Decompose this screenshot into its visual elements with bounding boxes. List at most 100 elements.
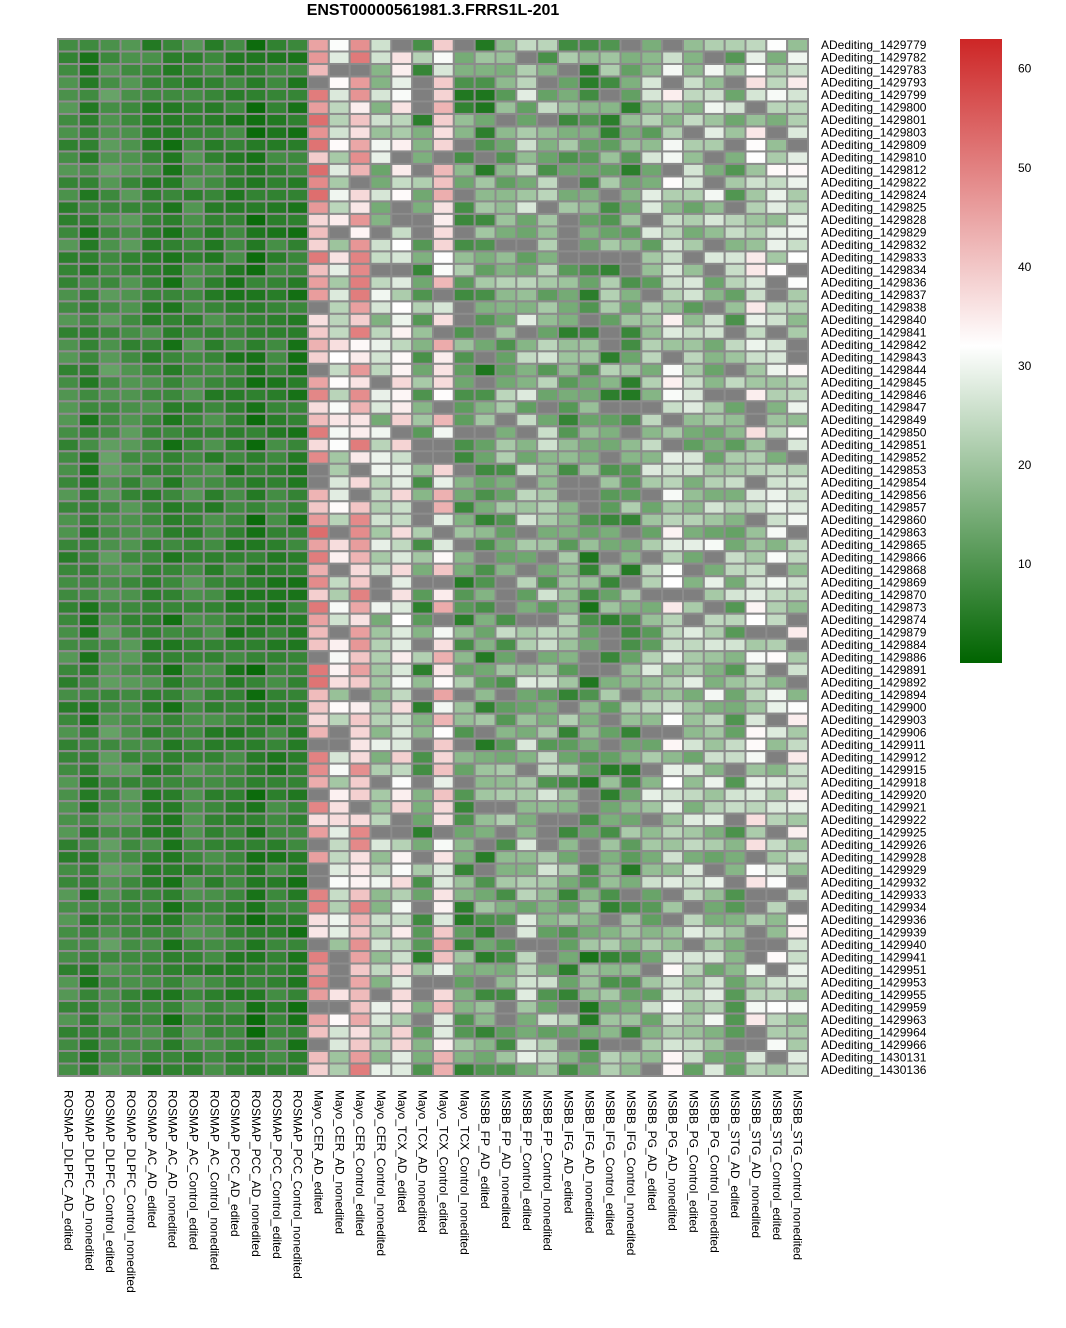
heatmap-cell: [369, 550, 393, 565]
row-label: ADediting_1429911: [821, 738, 926, 752]
heatmap-cell: [161, 375, 185, 390]
heatmap-cell: [702, 1025, 726, 1040]
heatmap-cell: [577, 362, 601, 378]
heatmap-cell: [640, 775, 664, 790]
heatmap-cell: [432, 612, 455, 628]
heatmap-cell: [140, 512, 164, 528]
heatmap-cell: [244, 575, 268, 590]
heatmap-cell: [473, 912, 497, 928]
heatmap-cell: [161, 712, 185, 728]
heatmap-cell: [723, 75, 747, 90]
column-label: ROSMAP_AC_AD_nonedited: [166, 1090, 180, 1248]
heatmap-cell: [140, 750, 164, 765]
heatmap-cell: [702, 437, 726, 453]
heatmap-cell: [390, 250, 414, 265]
heatmap-cell: [682, 275, 705, 290]
heatmap-cell: [619, 700, 643, 715]
column-label: MSBB_FP_Control_nonedited: [541, 1090, 555, 1251]
heatmap-cell: [619, 1037, 643, 1053]
heatmap-cell: [286, 325, 309, 340]
heatmap-cell: [244, 850, 268, 865]
heatmap-cell: [432, 687, 455, 703]
heatmap-cell: [182, 800, 205, 815]
column-label: MSBB_PG_Control_edited: [686, 1090, 700, 1233]
heatmap-cell: [765, 212, 789, 228]
heatmap-cell: [702, 200, 726, 215]
heatmap-cell: [557, 250, 580, 265]
heatmap-cell: [77, 62, 101, 78]
heatmap-cell: [390, 187, 414, 203]
heatmap-cell: [702, 250, 726, 265]
heatmap-cell: [140, 212, 164, 228]
heatmap-cell: [765, 812, 789, 828]
heatmap-cell: [452, 487, 476, 503]
heatmap-cell: [786, 862, 810, 878]
heatmap-cell: [598, 812, 622, 828]
heatmap-cell: [432, 112, 455, 128]
heatmap-cell: [473, 137, 497, 153]
heatmap-cell: [473, 862, 497, 878]
heatmap-cell: [682, 437, 705, 453]
heatmap-cell: [369, 600, 393, 615]
heatmap-cell: [619, 1000, 643, 1015]
heatmap-cell: [452, 412, 476, 428]
heatmap-cell: [577, 237, 601, 253]
heatmap-cell: [744, 237, 768, 253]
heatmap-cell: [723, 487, 747, 503]
heatmap-cell: [557, 862, 580, 878]
heatmap-cell: [536, 725, 560, 740]
heatmap-cell: [327, 475, 351, 490]
heatmap-cell: [598, 150, 622, 165]
heatmap-cell: [411, 275, 434, 290]
heatmap-cell: [98, 737, 122, 753]
heatmap-cell: [577, 325, 601, 340]
heatmap-cell: [182, 237, 205, 253]
heatmap-cell: [598, 750, 622, 765]
heatmap-cell: [473, 362, 497, 378]
heatmap-cell: [557, 662, 580, 678]
heatmap-cell: [577, 650, 601, 665]
heatmap-cell: [494, 237, 518, 253]
heatmap-cell: [327, 687, 351, 703]
heatmap-cell: [744, 675, 768, 690]
heatmap-cell: [619, 812, 643, 828]
heatmap-cell: [786, 812, 810, 828]
heatmap-cell: [265, 625, 289, 640]
heatmap-cell: [348, 950, 372, 965]
heatmap-cell: [182, 525, 205, 540]
heatmap-cell: [598, 700, 622, 715]
heatmap-cell: [452, 762, 476, 778]
heatmap-cell: [182, 887, 205, 903]
heatmap-cell: [265, 400, 289, 415]
heatmap-cell: [702, 587, 726, 603]
heatmap-cell: [369, 300, 393, 315]
heatmap-cell: [577, 437, 601, 453]
row-label: ADediting_1429925: [821, 825, 927, 839]
heatmap-cell: [432, 937, 455, 953]
heatmap-cell: [619, 75, 643, 90]
heatmap-cell: [140, 737, 164, 753]
heatmap-cell: [536, 850, 560, 865]
heatmap-cell: [432, 350, 455, 365]
heatmap-cell: [494, 825, 518, 840]
heatmap-cell: [286, 525, 309, 540]
heatmap-cell: [140, 38, 164, 53]
heatmap-cell: [77, 225, 101, 240]
heatmap-cell: [348, 1050, 372, 1065]
heatmap-cell: [494, 600, 518, 615]
heatmap-cell: [286, 100, 309, 115]
heatmap-cell: [473, 425, 497, 440]
heatmap-cell: [473, 750, 497, 765]
heatmap-cell: [577, 337, 601, 353]
heatmap-cell: [98, 125, 122, 140]
heatmap-cell: [244, 125, 268, 140]
heatmap-cell: [494, 475, 518, 490]
heatmap-cell: [452, 300, 476, 315]
heatmap-cell: [536, 612, 560, 628]
heatmap-cell: [723, 62, 747, 78]
heatmap-cell: [515, 712, 539, 728]
heatmap-cell: [244, 162, 268, 178]
heatmap-cell: [369, 662, 393, 678]
heatmap-cell: [432, 87, 455, 103]
row-label: ADediting_1429953: [821, 975, 927, 989]
